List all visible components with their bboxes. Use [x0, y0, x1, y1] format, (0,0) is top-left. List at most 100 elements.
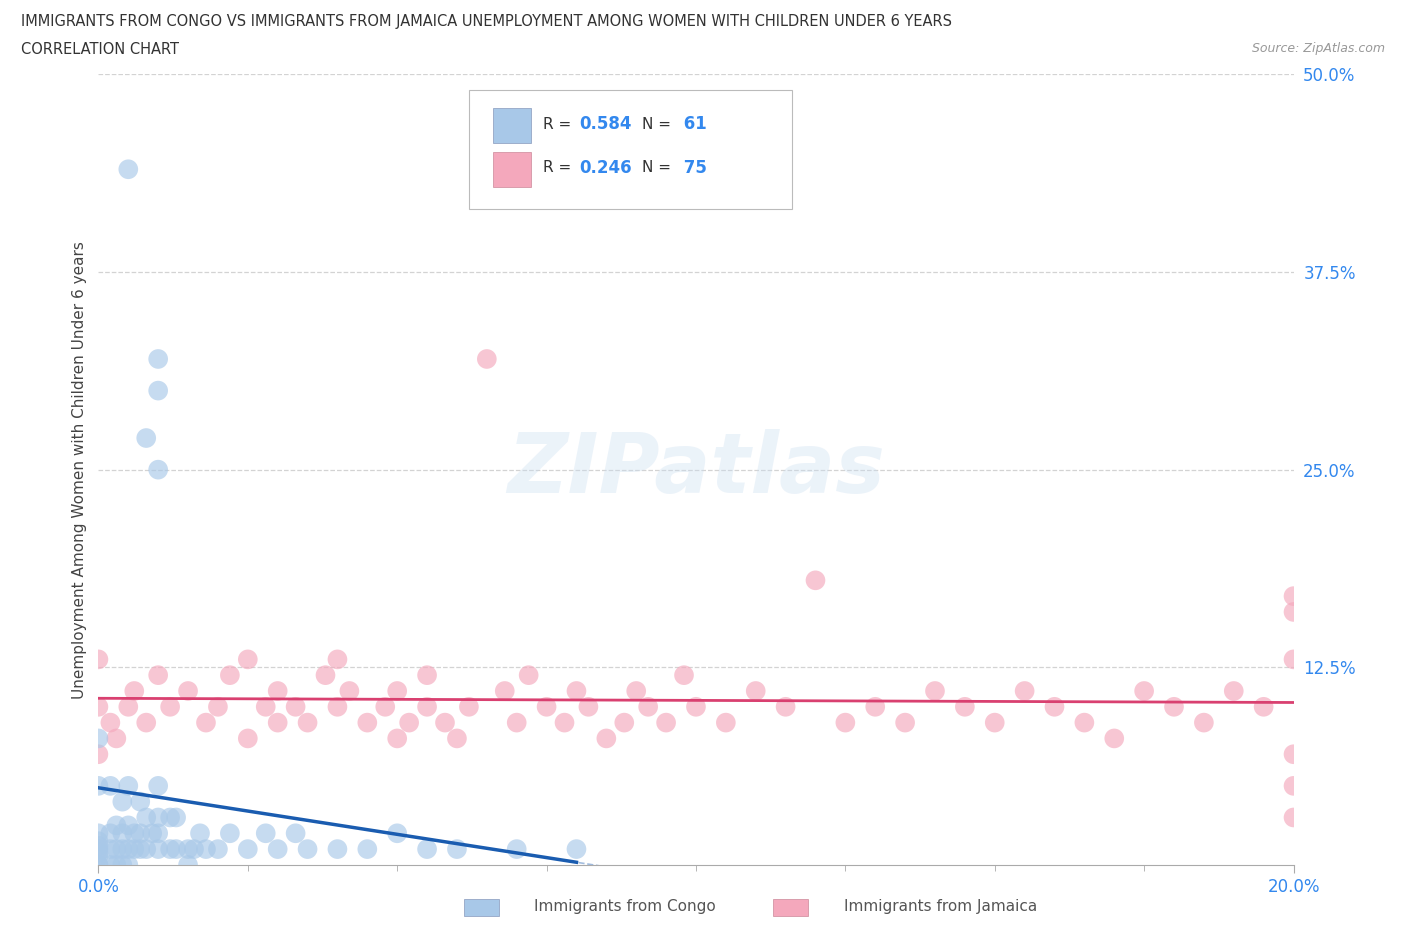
Point — [105, 842, 128, 857]
Point — [148, 383, 170, 398]
Point — [177, 684, 200, 698]
Point — [894, 715, 917, 730]
Point — [565, 842, 588, 857]
Point — [1282, 652, 1305, 667]
Point — [254, 826, 277, 841]
Point — [578, 699, 600, 714]
Point — [148, 352, 170, 366]
Point — [183, 842, 205, 857]
Point — [129, 826, 152, 841]
Text: R =: R = — [543, 116, 571, 132]
Point — [98, 857, 122, 872]
Point — [117, 162, 139, 177]
Point — [446, 731, 468, 746]
Point — [105, 818, 128, 833]
Point — [416, 699, 439, 714]
Point — [124, 842, 146, 857]
Point — [385, 826, 409, 841]
Point — [398, 715, 420, 730]
Point — [297, 842, 319, 857]
Point — [1282, 747, 1305, 762]
Point — [536, 699, 558, 714]
Point — [117, 857, 139, 872]
Point — [87, 834, 110, 849]
Point — [141, 826, 163, 841]
Point — [87, 844, 110, 859]
Point — [87, 652, 110, 667]
Point — [105, 731, 128, 746]
Point — [117, 842, 139, 857]
Point — [87, 778, 110, 793]
Point — [626, 684, 648, 698]
Point — [339, 684, 361, 698]
Point — [475, 352, 498, 366]
Point — [613, 715, 636, 730]
Text: 75: 75 — [678, 159, 707, 177]
Point — [356, 842, 378, 857]
Text: Source: ZipAtlas.com: Source: ZipAtlas.com — [1251, 42, 1385, 55]
Point — [953, 699, 976, 714]
Text: 61: 61 — [678, 115, 707, 133]
Point — [236, 652, 259, 667]
Point — [129, 794, 152, 809]
Point — [554, 715, 576, 730]
Point — [98, 715, 122, 730]
Point — [1282, 810, 1305, 825]
Point — [117, 818, 139, 833]
Text: Immigrants from Jamaica: Immigrants from Jamaica — [844, 899, 1036, 914]
Point — [135, 810, 157, 825]
Point — [1223, 684, 1246, 698]
Point — [356, 715, 378, 730]
Text: CORRELATION CHART: CORRELATION CHART — [21, 42, 179, 57]
Point — [984, 715, 1007, 730]
Point — [326, 699, 349, 714]
Point — [87, 857, 110, 872]
Point — [517, 668, 540, 683]
Text: IMMIGRANTS FROM CONGO VS IMMIGRANTS FROM JAMAICA UNEMPLOYMENT AMONG WOMEN WITH C: IMMIGRANTS FROM CONGO VS IMMIGRANTS FROM… — [21, 14, 952, 29]
Point — [374, 699, 396, 714]
Point — [177, 842, 200, 857]
Point — [267, 684, 290, 698]
Point — [416, 668, 439, 683]
Point — [111, 842, 134, 857]
Point — [1133, 684, 1156, 698]
Point — [434, 715, 457, 730]
Point — [685, 699, 707, 714]
Text: Immigrants from Congo: Immigrants from Congo — [534, 899, 716, 914]
Point — [124, 684, 146, 698]
Text: 0.584: 0.584 — [579, 115, 631, 133]
Point — [165, 842, 187, 857]
Point — [267, 715, 290, 730]
Text: ZIPatlas: ZIPatlas — [508, 429, 884, 511]
FancyBboxPatch shape — [470, 90, 792, 209]
Text: 0.246: 0.246 — [579, 159, 631, 177]
Point — [297, 715, 319, 730]
Point — [1282, 778, 1305, 793]
Point — [87, 842, 110, 857]
Point — [177, 857, 200, 872]
Point — [87, 699, 110, 714]
Point — [135, 431, 157, 445]
Point — [506, 715, 529, 730]
Point — [1192, 715, 1215, 730]
Point — [87, 826, 110, 841]
Point — [135, 715, 157, 730]
Point — [236, 731, 259, 746]
Point — [326, 652, 349, 667]
Point — [385, 731, 409, 746]
Point — [87, 850, 110, 865]
Point — [159, 810, 181, 825]
Point — [98, 842, 122, 857]
Point — [148, 842, 170, 857]
Point — [105, 857, 128, 872]
Point — [924, 684, 946, 698]
Y-axis label: Unemployment Among Women with Children Under 6 years: Unemployment Among Women with Children U… — [72, 241, 87, 698]
Point — [159, 842, 181, 857]
Point — [135, 842, 157, 857]
Point — [111, 857, 134, 872]
Point — [188, 826, 211, 841]
Point — [804, 573, 827, 588]
Point — [87, 731, 110, 746]
Point — [148, 668, 170, 683]
Point — [207, 699, 229, 714]
